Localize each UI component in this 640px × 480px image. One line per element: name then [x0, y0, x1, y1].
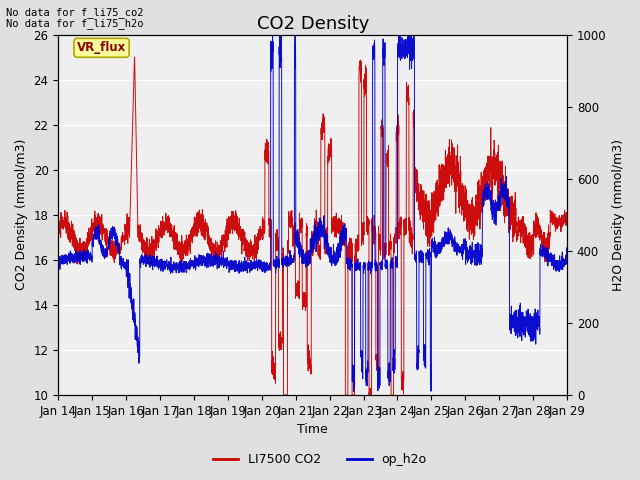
Text: No data for f_li75_co2: No data for f_li75_co2	[6, 7, 144, 18]
Text: VR_flux: VR_flux	[77, 41, 126, 54]
Y-axis label: CO2 Density (mmol/m3): CO2 Density (mmol/m3)	[15, 139, 28, 290]
Y-axis label: H2O Density (mmol/m3): H2O Density (mmol/m3)	[612, 139, 625, 291]
X-axis label: Time: Time	[298, 423, 328, 436]
Title: CO2 Density: CO2 Density	[257, 15, 369, 33]
Legend: LI7500 CO2, op_h2o: LI7500 CO2, op_h2o	[209, 448, 431, 471]
Text: No data for f_li75_h2o: No data for f_li75_h2o	[6, 18, 144, 29]
